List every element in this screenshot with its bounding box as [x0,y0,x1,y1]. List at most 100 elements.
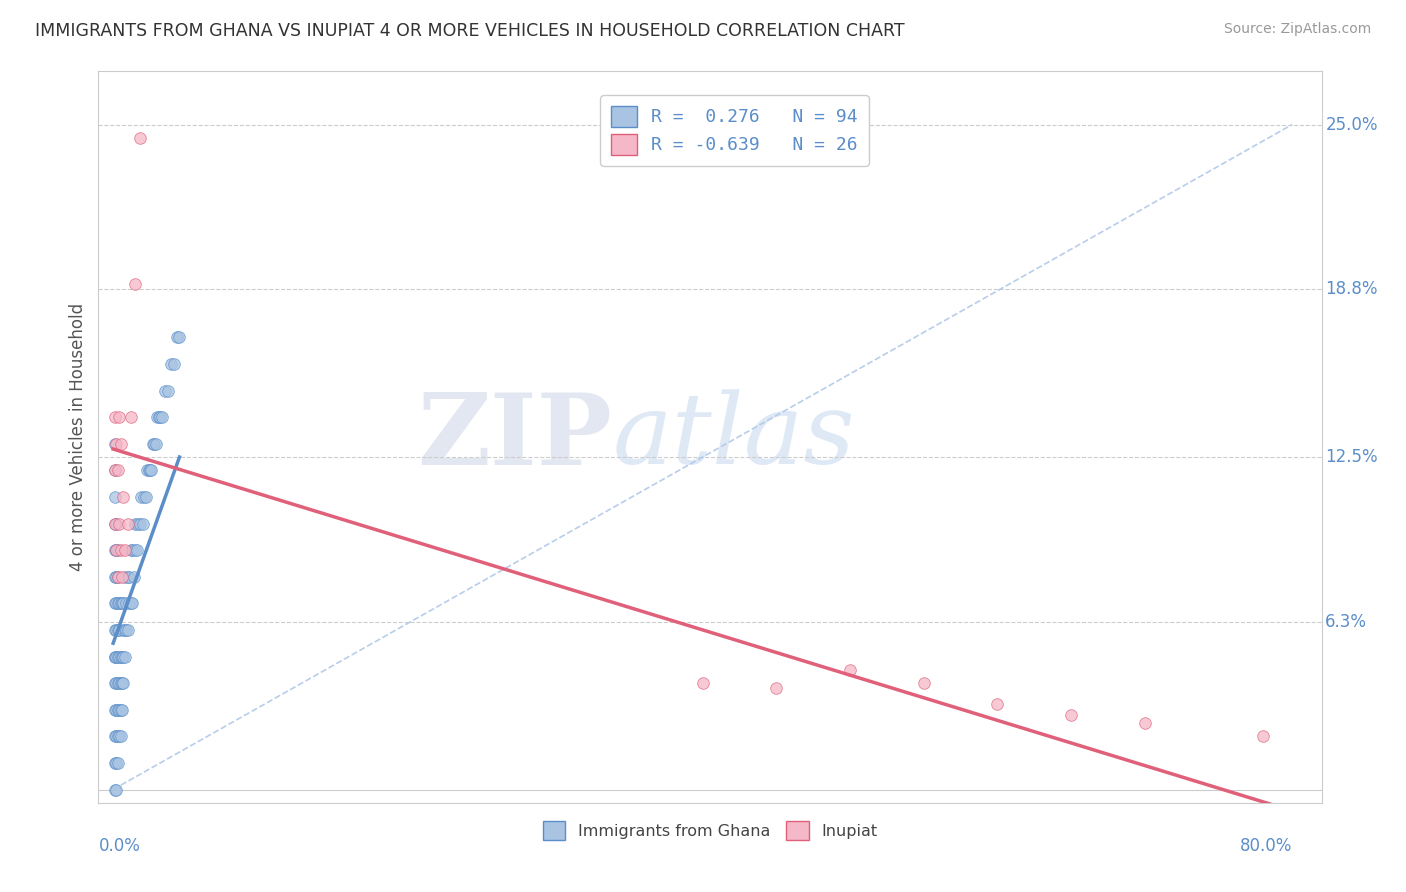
Point [108,703,131,717]
Point [105,623,128,637]
Point [122,570,145,584]
Point [107,463,129,477]
Point [839,663,862,677]
Text: ZIP: ZIP [418,389,612,485]
Text: 18.8%: 18.8% [1326,280,1378,299]
Point [110,729,132,743]
Text: 80.0%: 80.0% [1240,838,1292,855]
Point [104,516,127,531]
Point [128,516,150,531]
Point [104,676,127,690]
Point [142,436,165,450]
Point [146,410,169,425]
Point [110,703,132,717]
Point [145,436,167,450]
Point [115,623,138,637]
Point [105,436,128,450]
Point [117,516,139,531]
Point [169,330,191,344]
Point [121,596,143,610]
Text: 0.0%: 0.0% [98,838,141,855]
Point [1133,716,1156,731]
Point [117,570,139,584]
Point [114,649,136,664]
Point [104,490,127,504]
Point [105,596,128,610]
Point [108,676,131,690]
Point [149,410,172,425]
Point [110,676,132,690]
Point [138,463,160,477]
Point [104,570,127,584]
Point [107,596,129,610]
Point [132,490,155,504]
Point [108,623,131,637]
Point [111,676,134,690]
Point [105,676,128,690]
Point [111,649,134,664]
Point [112,623,135,637]
Point [108,596,131,610]
Point [107,729,129,743]
Text: Source: ZipAtlas.com: Source: ZipAtlas.com [1223,22,1371,37]
Point [105,703,128,717]
Point [128,131,150,145]
Point [111,570,134,584]
Point [104,649,127,664]
Point [104,703,127,717]
Point [104,756,127,770]
Point [110,543,132,558]
Point [135,490,157,504]
Point [104,782,127,797]
Point [110,436,132,450]
Point [105,570,128,584]
Point [107,570,129,584]
Point [108,729,131,743]
Point [118,596,141,610]
Point [120,543,142,558]
Point [107,649,129,664]
Point [111,596,134,610]
Point [104,436,127,450]
Point [114,543,136,558]
Point [124,277,146,292]
Point [104,543,127,558]
Text: 12.5%: 12.5% [1326,448,1378,466]
Point [148,410,170,425]
Point [131,516,153,531]
Point [107,703,129,717]
Point [150,410,173,425]
Point [105,649,128,664]
Point [104,596,127,610]
Text: 6.3%: 6.3% [1326,613,1367,631]
Point [986,698,1008,712]
Point [153,384,176,398]
Point [159,357,181,371]
Point [115,596,138,610]
Point [108,410,131,425]
Point [120,410,142,425]
Point [143,436,166,450]
Point [107,676,129,690]
Point [104,623,127,637]
Point [107,543,129,558]
Point [136,463,159,477]
Point [912,676,935,690]
Legend: Immigrants from Ghana, Inupiat: Immigrants from Ghana, Inupiat [536,814,884,846]
Point [104,463,127,477]
Point [112,649,135,664]
Point [105,516,128,531]
Point [127,516,149,531]
Point [141,463,163,477]
Point [162,357,184,371]
Y-axis label: 4 or more Vehicles in Household: 4 or more Vehicles in Household [69,303,87,571]
Point [124,543,146,558]
Point [110,596,132,610]
Point [139,463,162,477]
Point [118,570,141,584]
Point [105,543,128,558]
Text: atlas: atlas [612,390,855,484]
Text: IMMIGRANTS FROM GHANA VS INUPIAT 4 OR MORE VEHICLES IN HOUSEHOLD CORRELATION CHA: IMMIGRANTS FROM GHANA VS INUPIAT 4 OR MO… [35,22,905,40]
Point [121,543,143,558]
Point [692,676,714,690]
